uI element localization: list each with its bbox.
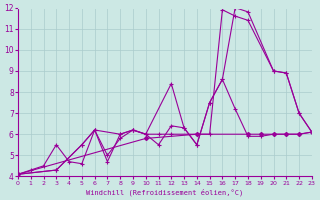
X-axis label: Windchill (Refroidissement éolien,°C): Windchill (Refroidissement éolien,°C) (86, 188, 244, 196)
